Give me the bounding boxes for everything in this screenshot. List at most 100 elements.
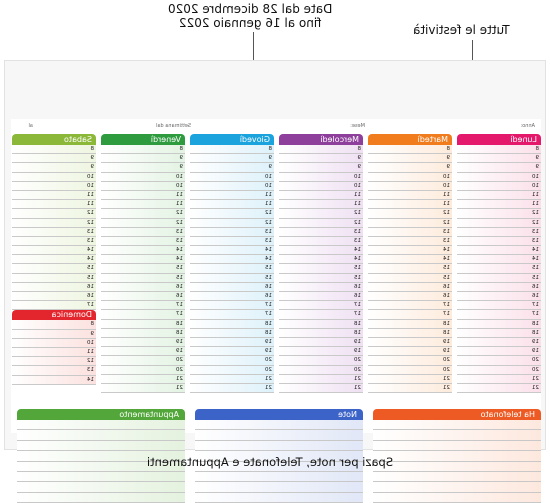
hour-row[interactable]: 15: [279, 273, 363, 283]
hour-row[interactable]: 9: [190, 154, 274, 164]
hour-row[interactable]: 20: [101, 365, 185, 375]
hour-row[interactable]: 19: [279, 337, 363, 348]
hour-row[interactable]: 11: [12, 347, 96, 358]
hour-row[interactable]: 15: [12, 264, 96, 274]
hour-row[interactable]: 13: [279, 227, 363, 237]
hour-row[interactable]: 10: [101, 172, 185, 182]
hour-row[interactable]: 12: [101, 218, 185, 228]
hour-row[interactable]: 8: [12, 320, 96, 330]
hour-row[interactable]: 10: [457, 181, 541, 191]
hour-row[interactable]: 21: [101, 383, 185, 394]
hour-row[interactable]: 14: [101, 255, 185, 265]
note-box[interactable]: Ha telefonato: [373, 409, 541, 503]
hour-row[interactable]: 13: [279, 236, 363, 247]
hour-row[interactable]: 9: [279, 163, 363, 173]
hour-row[interactable]: 14: [12, 246, 96, 256]
hour-row[interactable]: 9: [12, 154, 96, 164]
hour-row[interactable]: 18: [457, 319, 541, 329]
hour-row[interactable]: 14: [457, 255, 541, 265]
hour-row[interactable]: 17: [101, 301, 185, 311]
hour-row[interactable]: 10: [279, 172, 363, 182]
hour-row[interactable]: 10: [368, 181, 452, 191]
hour-row[interactable]: 20: [101, 356, 185, 366]
hour-row[interactable]: 16: [190, 292, 274, 302]
hour-row[interactable]: 15: [190, 264, 274, 274]
hour-row[interactable]: 19: [101, 347, 185, 357]
hour-row[interactable]: 11: [12, 190, 96, 201]
hour-row[interactable]: 19: [101, 337, 185, 348]
note-line[interactable]: [373, 430, 541, 441]
hour-row[interactable]: 15: [368, 273, 452, 283]
hour-row[interactable]: 16: [457, 292, 541, 302]
hour-row[interactable]: 14: [101, 246, 185, 256]
note-line[interactable]: [195, 440, 363, 452]
hour-row[interactable]: 11: [101, 200, 185, 210]
hour-row[interactable]: 10: [368, 172, 452, 182]
hour-row[interactable]: 21: [457, 374, 541, 384]
hour-row[interactable]: 16: [101, 282, 185, 292]
hour-row[interactable]: 16: [457, 282, 541, 292]
hour-row[interactable]: 17: [279, 310, 363, 320]
hour-row[interactable]: 21: [101, 374, 185, 384]
note-box[interactable]: Note: [195, 409, 363, 503]
hour-row[interactable]: 14: [12, 255, 96, 265]
note-line[interactable]: [195, 471, 363, 483]
note-line[interactable]: [373, 420, 541, 431]
hour-row[interactable]: 10: [12, 338, 96, 348]
note-line[interactable]: [17, 471, 185, 483]
hour-row[interactable]: 18: [279, 328, 363, 338]
hour-row[interactable]: 12: [457, 209, 541, 219]
hour-row[interactable]: 16: [101, 292, 185, 302]
hour-row[interactable]: 17: [279, 301, 363, 311]
hour-row[interactable]: 8: [457, 145, 541, 155]
hour-row[interactable]: 18: [190, 319, 274, 329]
hour-row[interactable]: 18: [279, 319, 363, 329]
hour-row[interactable]: 16: [368, 282, 452, 292]
hour-row[interactable]: 18: [190, 328, 274, 338]
hour-row[interactable]: 19: [190, 337, 274, 348]
hour-row[interactable]: 8: [368, 145, 452, 155]
note-line[interactable]: [195, 482, 363, 493]
hour-row[interactable]: 17: [368, 310, 452, 320]
hour-row[interactable]: 10: [12, 172, 96, 182]
hour-row[interactable]: 21: [457, 383, 541, 394]
hour-row[interactable]: 18: [368, 328, 452, 338]
hour-row[interactable]: 21: [279, 374, 363, 384]
hour-row[interactable]: 13: [190, 227, 274, 237]
hour-row[interactable]: 11: [368, 200, 452, 210]
hour-row[interactable]: 19: [457, 337, 541, 348]
hour-row[interactable]: 13: [457, 236, 541, 247]
hour-row[interactable]: 20: [368, 356, 452, 366]
hour-row[interactable]: 11: [457, 200, 541, 210]
hour-row[interactable]: 15: [101, 273, 185, 283]
hour-row[interactable]: 14: [368, 246, 452, 256]
hour-row[interactable]: 19: [368, 347, 452, 357]
hour-row[interactable]: 19: [457, 347, 541, 357]
hour-row[interactable]: 13: [12, 227, 96, 237]
hour-row[interactable]: 20: [190, 356, 274, 366]
hour-row[interactable]: 9: [368, 154, 452, 164]
hour-row[interactable]: 9: [190, 163, 274, 173]
hour-row[interactable]: 14: [279, 246, 363, 256]
hour-row[interactable]: 10: [101, 181, 185, 191]
hour-row[interactable]: 9: [279, 154, 363, 164]
hour-row[interactable]: 11: [12, 200, 96, 210]
note-line[interactable]: [373, 492, 541, 503]
note-line[interactable]: [195, 492, 363, 503]
hour-row[interactable]: 18: [101, 328, 185, 338]
hour-row[interactable]: 10: [279, 181, 363, 191]
hour-row[interactable]: 11: [457, 190, 541, 201]
hour-row[interactable]: 21: [368, 374, 452, 384]
hour-row[interactable]: 13: [457, 227, 541, 237]
hour-row[interactable]: 14: [190, 255, 274, 265]
hour-row[interactable]: 13: [368, 236, 452, 247]
hour-row[interactable]: 20: [457, 356, 541, 366]
hour-row[interactable]: 19: [279, 347, 363, 357]
hour-row[interactable]: 18: [101, 319, 185, 329]
hour-row[interactable]: 12: [279, 218, 363, 228]
hour-row[interactable]: 14: [190, 246, 274, 256]
hour-row[interactable]: 12: [12, 209, 96, 219]
hour-row[interactable]: 11: [190, 200, 274, 210]
hour-row[interactable]: 15: [12, 273, 96, 283]
note-line[interactable]: [17, 430, 185, 441]
